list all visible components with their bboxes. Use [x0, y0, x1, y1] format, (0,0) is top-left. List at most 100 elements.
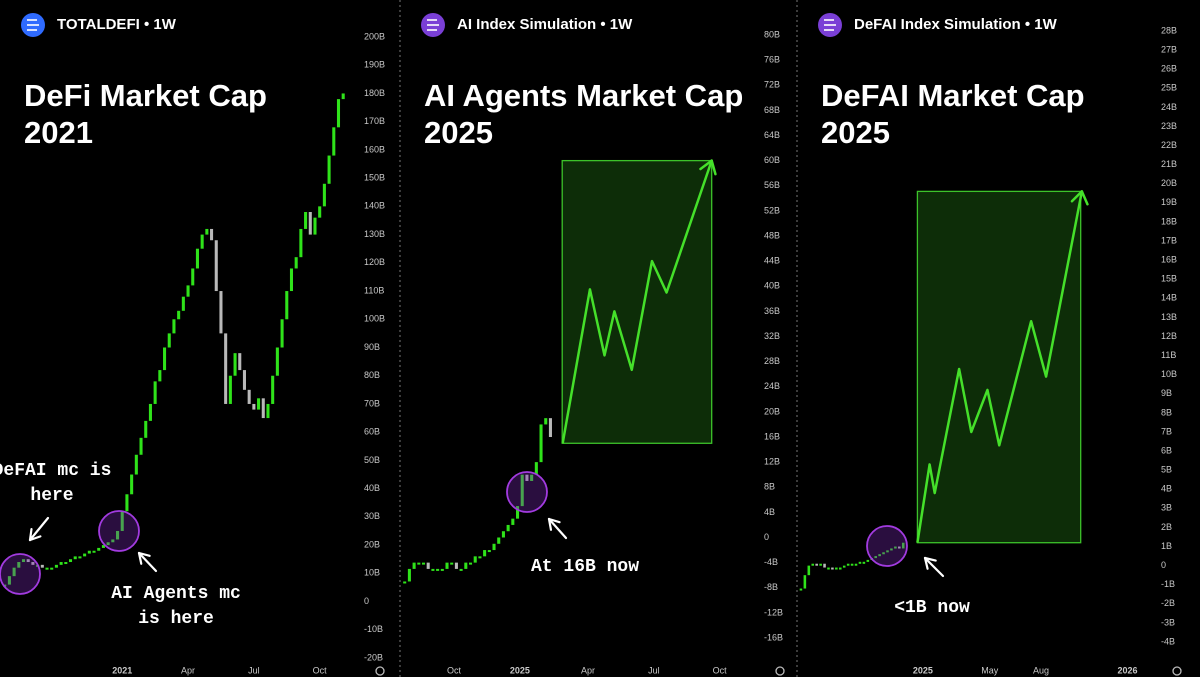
candle	[803, 575, 807, 589]
candle	[901, 542, 905, 549]
x-tick-label: Jul	[248, 665, 260, 675]
candle	[807, 565, 811, 576]
candle	[116, 530, 120, 540]
candle	[172, 319, 176, 334]
y-tick-label: 40B	[364, 483, 380, 493]
y-tick-label: 140B	[364, 201, 385, 211]
symbol-header: DeFAI Index Simulation • 1W	[854, 16, 1058, 33]
chart-panel: TOTALDEFI • 1W 200B 190B 180B 170B 160B 150B 14…	[0, 13, 385, 676]
y-tick-label: 4B	[1161, 484, 1172, 494]
candle	[120, 511, 124, 531]
candle	[858, 561, 862, 564]
y-tick-label: 8B	[764, 482, 775, 492]
annotation: <1B now	[894, 598, 970, 618]
candle	[548, 418, 552, 437]
y-tick-label: 21B	[1161, 159, 1177, 169]
candle	[266, 403, 270, 419]
candle	[459, 568, 463, 571]
candle	[153, 381, 157, 404]
y-tick-label: 48B	[764, 230, 780, 240]
candle	[478, 556, 482, 559]
y-tick-label: 24B	[764, 381, 780, 391]
candle	[54, 564, 58, 568]
y-tick-label: 18B	[1161, 216, 1177, 226]
candle	[214, 240, 218, 292]
y-tick-label: 1B	[1161, 541, 1172, 551]
y-tick-label: 23B	[1161, 121, 1177, 131]
arrow-head	[923, 556, 929, 570]
x-tick-label: Apr	[181, 665, 195, 675]
y-tick-label: -16B	[764, 632, 783, 642]
y-tick-label: 56B	[764, 180, 780, 190]
arrow-head	[547, 517, 553, 531]
candle	[158, 370, 162, 382]
y-tick-label: 10B	[364, 568, 380, 578]
highlight-circle	[0, 553, 41, 595]
candle	[139, 437, 143, 455]
y-tick-label: 130B	[364, 229, 385, 239]
y-tick-label: 150B	[364, 173, 385, 183]
target-box	[916, 190, 1082, 544]
chart-panel: DeFAI Index Simulation • 1W 28B 27B 26B 25B 2…	[799, 13, 1182, 676]
arrow-shaft	[547, 517, 568, 540]
x-tick-label: 2025	[913, 665, 933, 675]
candle	[534, 462, 538, 475]
y-tick-label: 16B	[1161, 255, 1177, 265]
y-tick-label: 13B	[1161, 312, 1177, 322]
projection-line	[561, 160, 713, 444]
candle	[835, 567, 838, 570]
candle	[280, 319, 284, 348]
candle	[839, 567, 842, 570]
candle	[454, 562, 458, 569]
y-tick-label: 52B	[764, 205, 780, 215]
candle	[894, 546, 897, 549]
candle	[421, 562, 426, 565]
y-tick-label: 30B	[364, 511, 380, 521]
y-tick-label: 10B	[1161, 369, 1177, 379]
candle	[219, 291, 223, 334]
y-tick-label: 60B	[764, 155, 780, 165]
candle	[403, 581, 407, 584]
panel-title: 2025	[821, 115, 890, 150]
y-tick-label: 80B	[764, 29, 780, 39]
candle	[799, 588, 803, 591]
y-tick-label: 190B	[364, 60, 385, 70]
y-tick-label: 20B	[764, 406, 780, 416]
candle	[525, 474, 529, 481]
arrow-shaft	[137, 551, 158, 573]
candle	[440, 568, 444, 571]
highlight-circle	[98, 510, 140, 552]
candle	[815, 563, 818, 566]
candle	[106, 542, 110, 546]
candle	[850, 563, 854, 566]
panel-title: DeFAI Market Cap	[821, 78, 1085, 113]
candle	[417, 562, 421, 565]
candle	[336, 99, 341, 128]
candle	[257, 398, 261, 410]
y-tick-label: 28B	[1161, 25, 1177, 35]
y-tick-label: 12B	[764, 457, 780, 467]
x-tick-label: 2025	[510, 665, 530, 675]
settings-icon	[1172, 666, 1182, 676]
candle	[40, 564, 44, 568]
y-tick-label: 5B	[1161, 465, 1172, 475]
candle	[195, 248, 199, 269]
candle	[341, 93, 345, 100]
candle	[163, 347, 167, 371]
y-tick-label: 36B	[764, 306, 780, 316]
candle	[134, 454, 138, 475]
x-tick-label: Oct	[447, 665, 462, 675]
candle	[882, 552, 885, 555]
candle	[407, 568, 411, 582]
target-box	[561, 159, 713, 444]
x-tick-label: 2026	[1118, 665, 1138, 675]
candle	[431, 568, 435, 571]
y-tick-label: -1B	[1161, 579, 1175, 589]
arrow-head	[28, 528, 33, 542]
y-tick-label: 32B	[764, 331, 780, 341]
projection-line	[916, 191, 1084, 543]
candle	[426, 562, 430, 569]
y-tick-label: 20B	[364, 539, 380, 549]
y-tick-label: 90B	[364, 342, 380, 352]
arrow-head	[28, 535, 42, 542]
